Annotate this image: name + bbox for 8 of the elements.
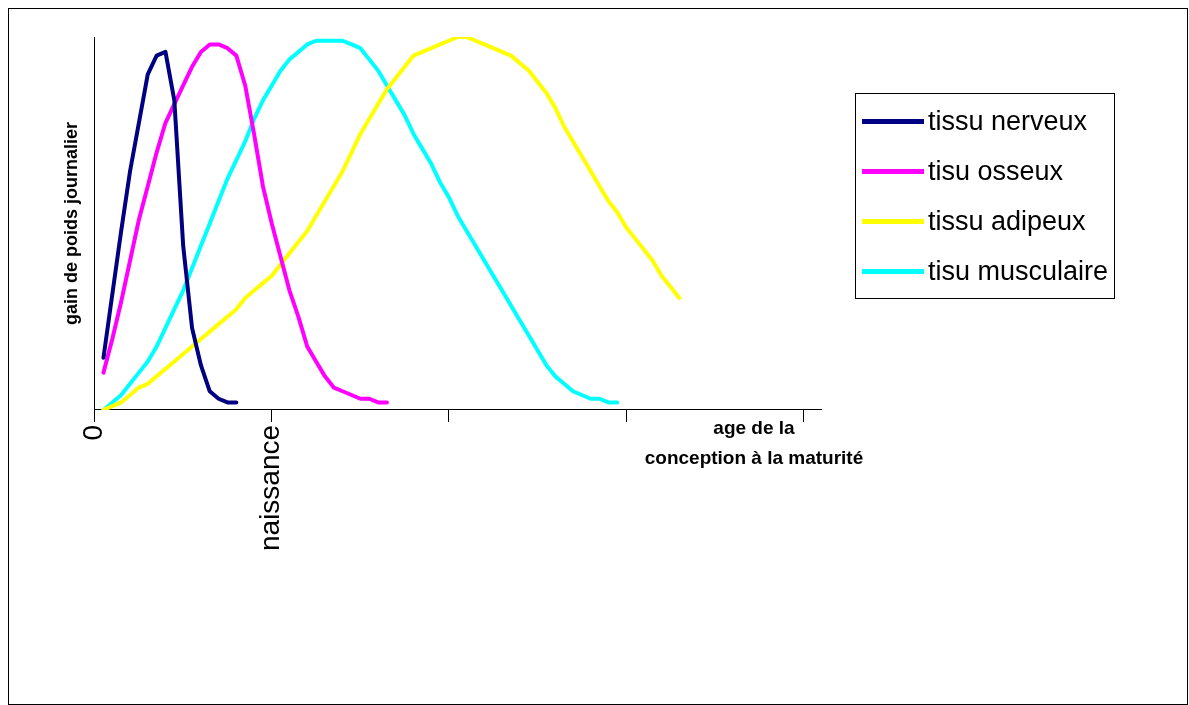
legend-label: tissu adipeux — [928, 205, 1086, 237]
x-tick-label: 0 — [77, 424, 109, 441]
legend-label: tisu musculaire — [928, 255, 1109, 287]
x-axis-title: age de la conception à la maturité — [643, 416, 865, 470]
y-axis-title: gain de poids journalier — [60, 121, 81, 325]
legend-label: tissu nerveux — [928, 105, 1088, 137]
x-tick-label: naissance — [254, 424, 286, 552]
legend-label: tisu osseux — [928, 155, 1064, 187]
